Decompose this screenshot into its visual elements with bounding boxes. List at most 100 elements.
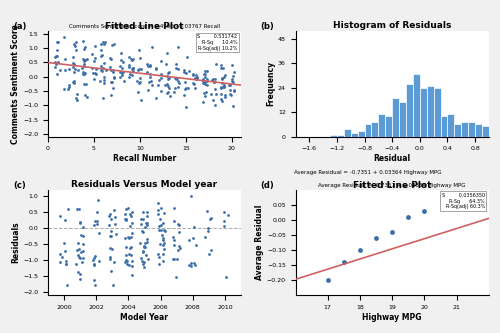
Point <box>220 218 228 223</box>
Point <box>106 216 114 222</box>
Point <box>174 80 182 85</box>
Point <box>212 102 220 107</box>
Point <box>74 206 82 212</box>
Point <box>123 258 131 263</box>
Point <box>122 217 130 222</box>
Point <box>165 85 173 90</box>
Point <box>108 247 116 252</box>
Point <box>107 92 115 97</box>
Point <box>60 34 68 39</box>
Point <box>209 98 217 103</box>
Point <box>124 251 132 257</box>
Point <box>152 95 160 100</box>
Point <box>194 74 202 80</box>
Point <box>160 246 168 251</box>
Point <box>91 253 99 259</box>
Point <box>140 260 148 265</box>
Point <box>62 261 70 266</box>
Text: Comments Sentiment Score = 0.4950 - 0.03767 Recall: Comments Sentiment Score = 0.4950 - 0.03… <box>69 24 220 29</box>
Point <box>107 233 115 239</box>
Point <box>90 76 98 81</box>
Point <box>94 198 102 203</box>
Point <box>182 79 190 84</box>
Point <box>134 90 142 95</box>
Point <box>53 40 61 45</box>
Bar <box>378 114 386 137</box>
Point <box>107 56 115 62</box>
Point <box>218 98 226 103</box>
Point <box>60 240 68 245</box>
Point <box>176 246 184 251</box>
Point <box>228 79 236 84</box>
Point <box>192 242 200 247</box>
Point <box>110 76 118 81</box>
Point <box>152 65 160 71</box>
Point <box>80 82 88 87</box>
Point <box>80 249 88 254</box>
Point <box>127 235 135 240</box>
Point <box>62 248 70 253</box>
Point <box>174 247 182 252</box>
Point <box>76 277 84 282</box>
Point <box>97 68 105 73</box>
Point <box>111 221 119 226</box>
Bar <box>448 114 454 137</box>
Point <box>78 224 86 229</box>
Point <box>212 61 220 67</box>
Point <box>72 96 80 101</box>
Point <box>144 87 152 92</box>
Point <box>226 82 234 88</box>
Point <box>90 223 98 228</box>
Point <box>170 234 177 240</box>
Point <box>201 82 209 87</box>
Point <box>124 205 132 210</box>
Point <box>144 214 152 219</box>
Point <box>88 65 96 70</box>
Text: (a): (a) <box>13 22 26 31</box>
Point <box>92 71 100 76</box>
Point <box>80 59 88 64</box>
Bar <box>475 125 482 137</box>
Point <box>190 72 198 77</box>
Point <box>126 62 134 67</box>
Point <box>228 76 236 82</box>
Point <box>156 241 164 246</box>
Point <box>53 48 61 53</box>
Point <box>135 48 143 53</box>
Point <box>183 55 191 60</box>
Point <box>110 208 118 213</box>
Point <box>191 262 199 267</box>
Point <box>102 68 110 73</box>
Point <box>75 254 83 260</box>
Point <box>110 41 118 46</box>
Point <box>61 56 69 61</box>
Point <box>192 75 200 81</box>
Point <box>219 66 227 71</box>
Point <box>160 258 168 263</box>
Y-axis label: Comments Sentiment Score: Comments Sentiment Score <box>11 24 20 144</box>
Point <box>220 75 228 80</box>
Point <box>202 208 210 214</box>
Point <box>76 271 84 277</box>
Point <box>73 91 81 96</box>
Point <box>163 74 171 79</box>
Point <box>164 82 172 87</box>
Point <box>184 86 192 91</box>
Point <box>201 72 209 77</box>
Point <box>136 55 144 60</box>
Point <box>80 44 88 50</box>
Point <box>146 78 154 83</box>
Point <box>106 228 114 233</box>
Point <box>207 215 215 221</box>
Point <box>98 53 106 58</box>
Point <box>83 57 91 62</box>
Point <box>164 70 172 75</box>
Point <box>164 84 172 89</box>
Point <box>146 74 154 79</box>
Point <box>212 86 220 92</box>
Point <box>126 56 134 61</box>
Point <box>226 83 234 88</box>
Point <box>165 76 173 81</box>
Point <box>144 256 152 261</box>
Point <box>72 66 80 72</box>
